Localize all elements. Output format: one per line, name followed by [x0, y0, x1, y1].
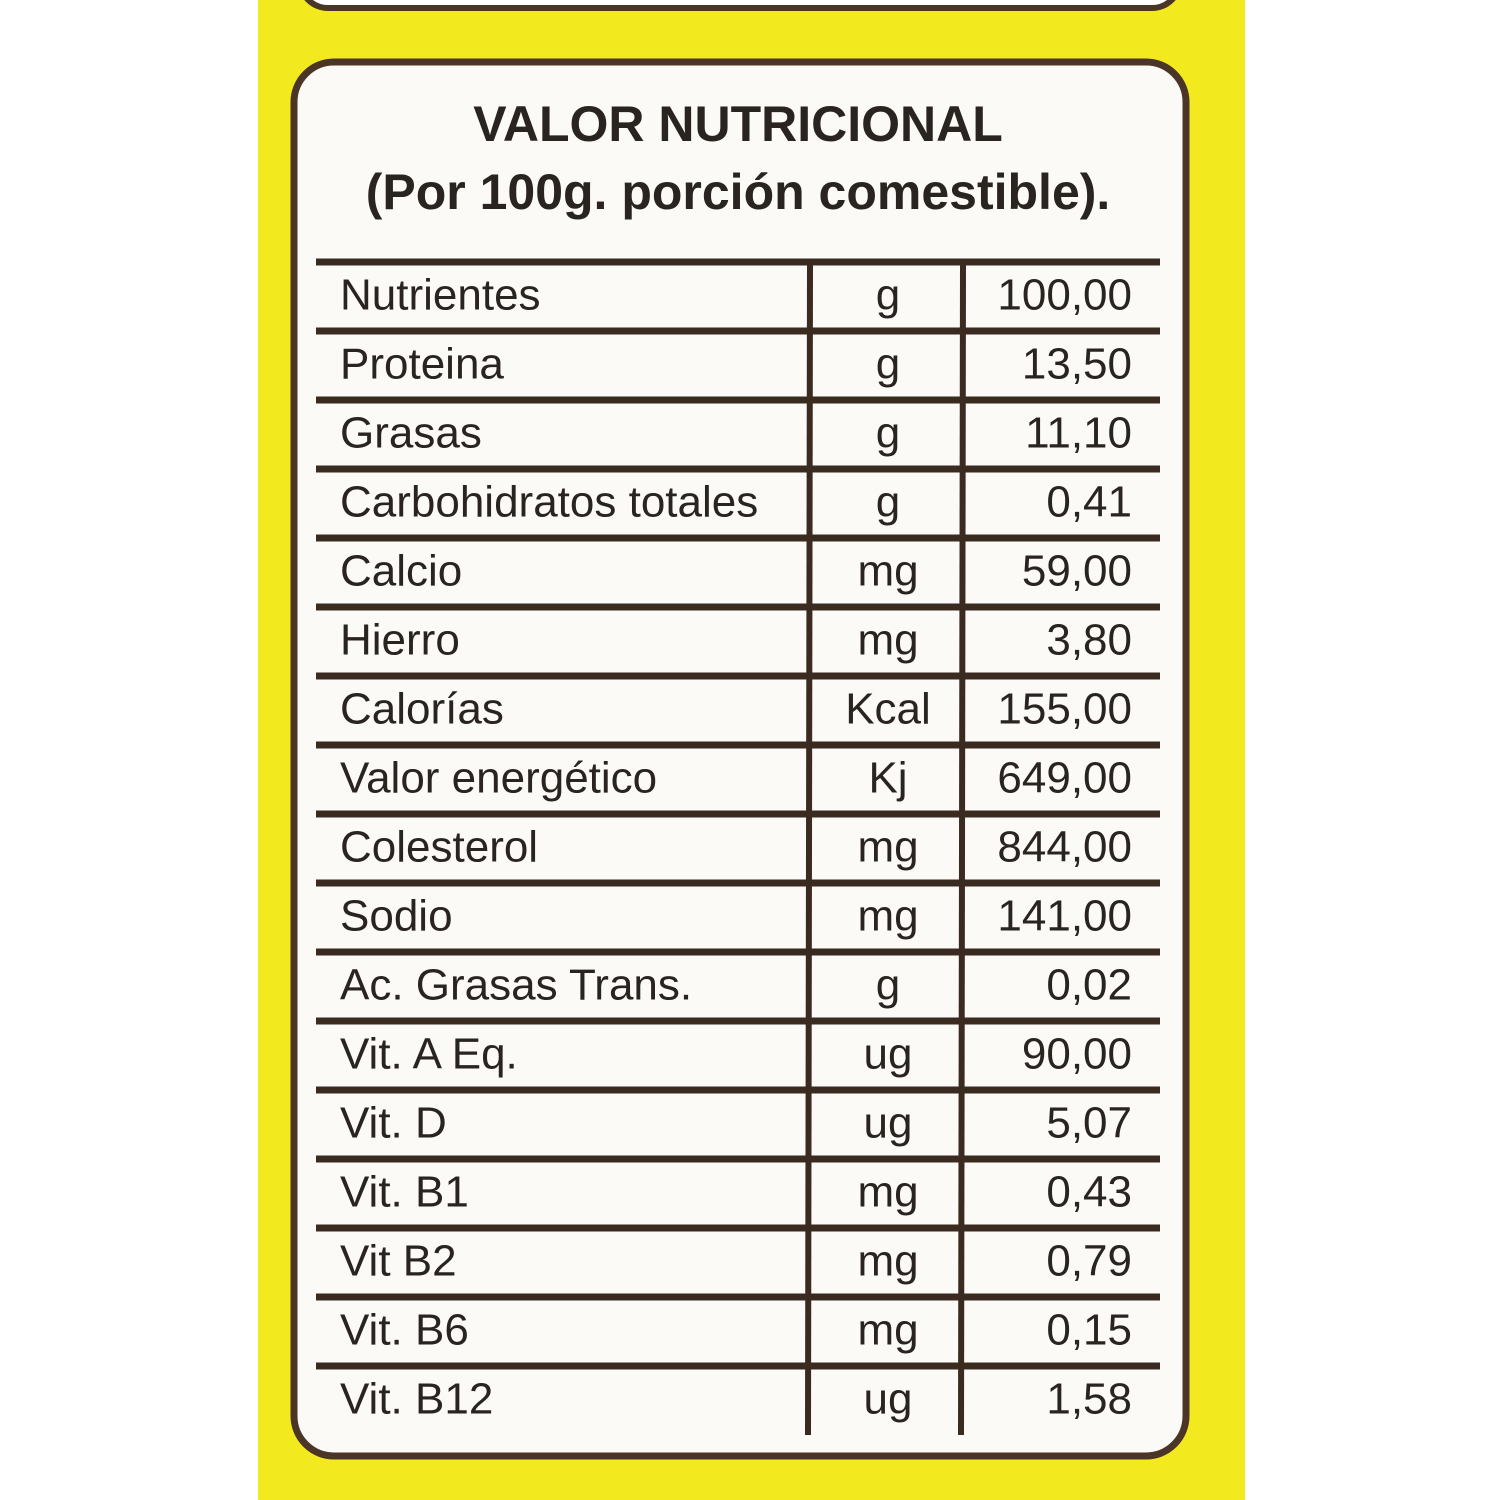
nutrient-name: Sodio: [340, 892, 453, 941]
unit: mg: [857, 616, 918, 665]
amount: 155,00: [997, 685, 1132, 734]
subtitle: (Por 100g. porción comestible).: [366, 164, 1111, 220]
amount: 0,02: [1046, 961, 1132, 1010]
amount: 649,00: [997, 754, 1132, 803]
amount: 0,43: [1046, 1168, 1132, 1217]
amount: 11,10: [1025, 409, 1132, 458]
nutrient-name: Calcio: [340, 547, 462, 596]
amount: 13,50: [1022, 340, 1132, 389]
unit: ug: [864, 1099, 913, 1148]
nutrient-name: Vit. D: [340, 1099, 447, 1148]
unit: Kj: [868, 754, 907, 803]
nutrient-name: Calorías: [340, 685, 504, 734]
unit: g: [876, 409, 900, 458]
nutrient-name: Proteina: [340, 340, 504, 389]
nutrition-table: Nutrientes g 100,00 Proteina g 13,50 Grasas g 11…: [316, 258, 1160, 1436]
amount: 0,79: [1046, 1237, 1132, 1286]
column-divider: [958, 261, 966, 1436]
column-divider: [805, 261, 813, 1436]
unit: mg: [857, 1237, 918, 1286]
amount: 3,80: [1046, 616, 1132, 665]
nutrient-name: Vit B2: [340, 1237, 457, 1286]
top-box-edge: [304, 0, 1176, 11]
unit: mg: [857, 892, 918, 941]
amount: 844,00: [997, 823, 1132, 872]
amount: 0,41: [1046, 478, 1132, 527]
amount: 59,00: [1022, 547, 1132, 596]
title: VALOR NUTRICIONAL: [473, 96, 1003, 152]
nutrient-name: Colesterol: [340, 823, 538, 872]
unit: mg: [857, 1168, 918, 1217]
unit: Kcal: [845, 685, 931, 734]
nutrient-name: Nutrientes: [340, 271, 541, 320]
nutrient-name: Ac. Grasas Trans.: [340, 961, 692, 1010]
unit: g: [876, 271, 900, 320]
unit: mg: [857, 1306, 918, 1355]
nutrient-name: Grasas: [340, 409, 482, 458]
amount: 5,07: [1046, 1099, 1132, 1148]
amount: 1,58: [1046, 1375, 1132, 1424]
nutrient-name: Vit. B12: [340, 1375, 493, 1424]
nutrient-name: Carbohidratos totales: [340, 478, 758, 527]
amount: 90,00: [1022, 1030, 1132, 1079]
nutrient-name: Vit. B6: [340, 1306, 469, 1355]
nutrient-name: Valor energético: [340, 754, 657, 803]
unit: mg: [857, 547, 918, 596]
unit: ug: [864, 1030, 913, 1079]
nutrient-name: Vit. B1: [340, 1168, 469, 1217]
amount: 0,15: [1046, 1306, 1132, 1355]
amount: 100,00: [997, 271, 1132, 320]
unit: g: [876, 961, 900, 1010]
unit: mg: [857, 823, 918, 872]
nutrient-name: Vit. A Eq.: [340, 1030, 518, 1079]
unit: g: [876, 340, 900, 389]
unit: ug: [864, 1375, 913, 1424]
nutrient-name: Hierro: [340, 616, 460, 665]
amount: 141,00: [997, 892, 1132, 941]
unit: g: [876, 478, 900, 527]
